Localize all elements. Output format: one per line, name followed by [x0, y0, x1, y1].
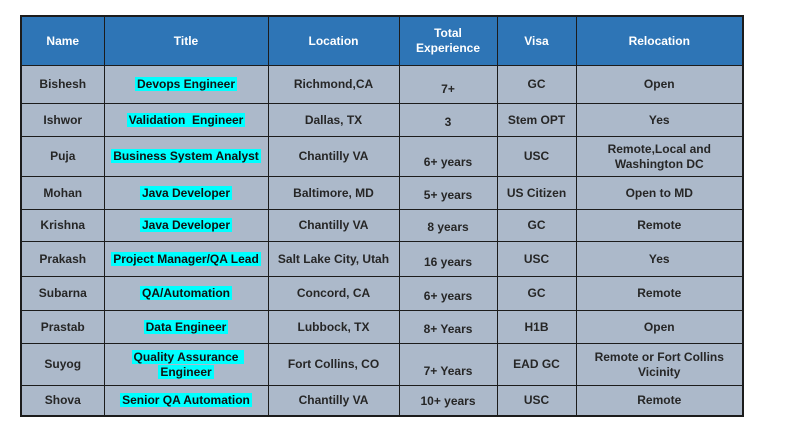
cell-relocation: Remote [575, 276, 744, 311]
cell-visa: GC [496, 209, 577, 242]
cell-location: Baltimore, MD [267, 176, 400, 210]
cell-visa: GC [496, 276, 577, 311]
table-row: Krishna Java Developer Chantilly VA 8 ye… [20, 209, 744, 242]
cell-visa: EAD GC [496, 343, 577, 386]
cell-experience: 10+ years [398, 385, 498, 416]
table-body: Bishesh Devops Engineer Richmond,CA 7+ G… [20, 65, 744, 416]
table-row: Mohan Java Developer Baltimore, MD 5+ ye… [20, 176, 744, 210]
table-row: Suyog Quality Assurance Engineer Fort Co… [20, 343, 744, 386]
cell-title: Data Engineer [103, 310, 269, 344]
cell-relocation: Remote or Fort Collins Vicinity [575, 343, 744, 386]
header-cell-relocation: Relocation [575, 15, 744, 66]
header-cell-experience: Total Experience [398, 15, 498, 66]
cell-location: Chantilly VA [267, 136, 400, 177]
cell-relocation: Remote [575, 209, 744, 242]
table-row: Ishwor Validation Engineer Dallas, TX 3 … [20, 103, 744, 137]
cell-name: Suyog [20, 343, 105, 386]
header-cell-location: Location [267, 15, 400, 66]
cell-location: Salt Lake City, Utah [267, 241, 400, 277]
header-cell-name: Name [20, 15, 105, 66]
cell-visa: Stem OPT [496, 103, 577, 137]
cell-relocation: Open [575, 65, 744, 104]
header-row: Name Title Location Total Experience Vis… [20, 15, 744, 66]
cell-experience: 16 years [398, 241, 498, 277]
table-row: Bishesh Devops Engineer Richmond,CA 7+ G… [20, 65, 744, 104]
cell-relocation: Remote,Local and Washington DC [575, 136, 744, 177]
cell-title: Project Manager/QA Lead [103, 241, 269, 277]
cell-visa: US Citizen [496, 176, 577, 210]
cell-relocation: Open [575, 310, 744, 344]
cell-experience: 6+ years [398, 136, 498, 177]
cell-experience: 8 years [398, 209, 498, 242]
cell-experience: 7+ Years [398, 343, 498, 386]
cell-title: Business System Analyst [103, 136, 269, 177]
cell-location: Chantilly VA [267, 209, 400, 242]
cell-name: Subarna [20, 276, 105, 311]
title-highlight: Validation Engineer [126, 112, 246, 127]
cell-location: Fort Collins, CO [267, 343, 400, 386]
cell-visa: USC [496, 136, 577, 177]
cell-location: Richmond,CA [267, 65, 400, 104]
cell-visa: USC [496, 241, 577, 277]
cell-title: Java Developer [103, 176, 269, 210]
table-row: Prakash Project Manager/QA Lead Salt Lak… [20, 241, 744, 277]
cell-visa: GC [496, 65, 577, 104]
title-highlight: Java Developer [139, 218, 233, 232]
cell-experience: 3 [398, 103, 498, 137]
cell-relocation: Remote [575, 385, 744, 416]
table-row: Subarna QA/Automation Concord, CA 6+ yea… [20, 276, 744, 311]
header-cell-title: Title [103, 15, 269, 66]
cell-location: Dallas, TX [267, 103, 400, 137]
cell-visa: USC [496, 385, 577, 416]
header-cell-visa: Visa [496, 15, 577, 66]
cell-relocation: Yes [575, 103, 744, 137]
cell-relocation: Yes [575, 241, 744, 277]
title-highlight: Senior QA Automation [120, 392, 252, 407]
cell-title: Senior QA Automation [103, 385, 269, 416]
title-highlight: Project Manager/QA Lead [111, 251, 261, 266]
title-highlight: QA/Automation [140, 286, 232, 300]
table-row: Puja Business System Analyst Chantilly V… [20, 136, 744, 177]
cell-name: Krishna [20, 209, 105, 242]
cell-name: Shova [20, 385, 105, 416]
title-highlight: Quality Assurance Engineer [131, 349, 244, 379]
cell-name: Mohan [20, 176, 105, 210]
cell-title: QA/Automation [103, 276, 269, 311]
cell-title: Java Developer [103, 209, 269, 242]
cell-name: Prastab [20, 310, 105, 344]
cell-title: Devops Engineer [103, 65, 269, 104]
cell-name: Ishwor [20, 103, 105, 137]
cell-experience: 6+ years [398, 276, 498, 311]
cell-location: Chantilly VA [267, 385, 400, 416]
title-highlight: Business System Analyst [111, 149, 261, 163]
cell-title: Quality Assurance Engineer [103, 343, 269, 386]
candidates-table: Name Title Location Total Experience Vis… [20, 15, 744, 417]
cell-visa: H1B [496, 310, 577, 344]
table-header: Name Title Location Total Experience Vis… [20, 15, 744, 66]
cell-experience: 7+ [398, 65, 498, 104]
cell-location: Lubbock, TX [267, 310, 400, 344]
title-highlight: Java Developer [139, 185, 233, 200]
candidates-table-container: Name Title Location Total Experience Vis… [20, 15, 744, 417]
cell-location: Concord, CA [267, 276, 400, 311]
cell-name: Puja [20, 136, 105, 177]
cell-title: Validation Engineer [103, 103, 269, 137]
cell-name: Prakash [20, 241, 105, 277]
title-highlight: Data Engineer [143, 319, 229, 334]
cell-experience: 8+ Years [398, 310, 498, 344]
table-row: Prastab Data Engineer Lubbock, TX 8+ Yea… [20, 310, 744, 344]
cell-relocation: Open to MD [575, 176, 744, 210]
title-highlight: Devops Engineer [134, 77, 238, 91]
cell-experience: 5+ years [398, 176, 498, 210]
cell-name: Bishesh [20, 65, 105, 104]
table-row: Shova Senior QA Automation Chantilly VA … [20, 385, 744, 416]
